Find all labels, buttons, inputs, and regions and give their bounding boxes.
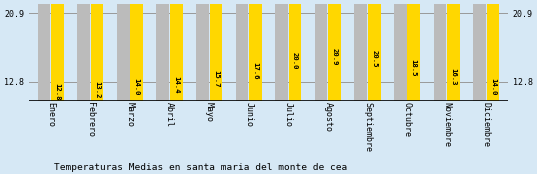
Text: 14.0: 14.0 (134, 78, 140, 95)
Bar (38, 4, 50, 101)
Text: 15.7: 15.7 (213, 70, 219, 88)
Text: 18.5: 18.5 (411, 59, 417, 76)
Bar (394, 0, 407, 101)
Bar (408, 0, 420, 101)
Bar (289, 0, 301, 101)
Bar (196, 0, 209, 101)
Bar (328, 0, 341, 101)
Text: Temperaturas Medias en santa maria del monte de cea: Temperaturas Medias en santa maria del m… (54, 163, 347, 172)
Bar (117, 1, 129, 101)
Bar (447, 0, 460, 101)
Text: 16.3: 16.3 (451, 68, 456, 85)
Bar (433, 0, 446, 101)
Bar (209, 0, 222, 101)
Bar (354, 0, 367, 101)
Bar (315, 0, 328, 101)
Text: 20.9: 20.9 (332, 49, 338, 66)
Bar (275, 0, 288, 101)
Bar (77, 4, 90, 101)
Bar (249, 0, 262, 101)
Text: 14.4: 14.4 (173, 76, 179, 93)
Bar (130, 0, 143, 101)
Text: 13.2: 13.2 (94, 81, 100, 98)
Bar (91, 0, 104, 101)
Text: 20.0: 20.0 (292, 52, 298, 70)
Bar (368, 0, 381, 101)
Text: 12.8: 12.8 (55, 83, 61, 100)
Bar (51, 0, 64, 101)
Text: 17.6: 17.6 (252, 62, 258, 80)
Bar (170, 0, 183, 101)
Bar (156, 1, 169, 101)
Bar (487, 0, 499, 101)
Text: 20.5: 20.5 (371, 50, 377, 68)
Text: 14.0: 14.0 (490, 78, 496, 95)
Bar (236, 0, 248, 101)
Bar (473, 2, 486, 101)
